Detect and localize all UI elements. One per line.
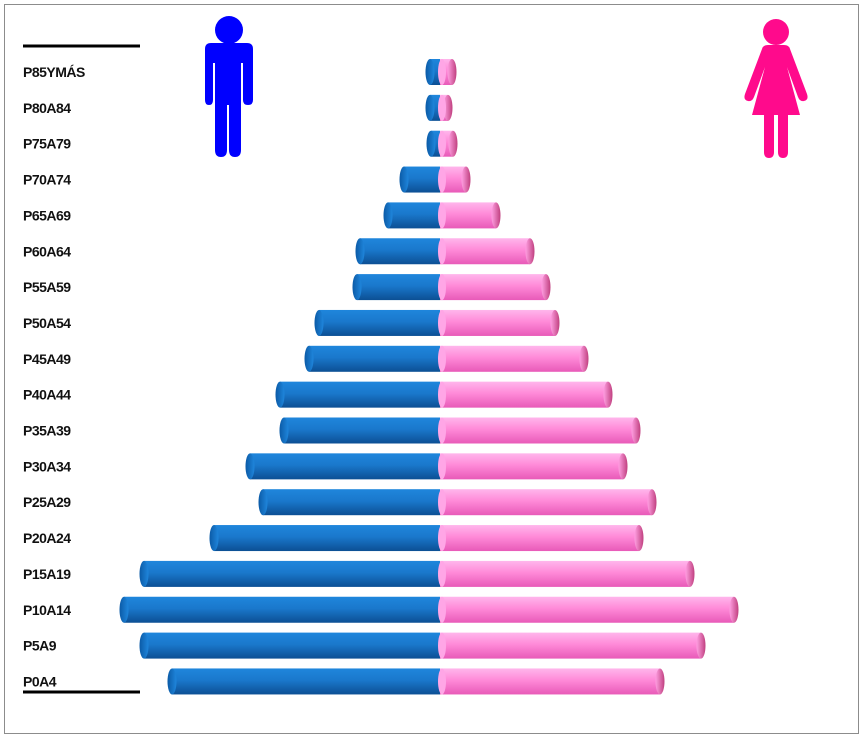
tick-label-p60a64: P60A64	[23, 243, 71, 259]
tick-label-p55a59: P55A59	[23, 279, 71, 295]
bar-male-p40a44	[275, 381, 440, 408]
bar-female-p60a64	[438, 238, 535, 265]
chart-frame: P0A4 P5A9 P10A14 P15A19 P20A24 P25A29 P30A34 P3…	[4, 4, 859, 734]
bar-male-p5a9	[139, 632, 440, 659]
bar-female-p45a49	[438, 345, 589, 372]
bar-male-p0a4	[167, 668, 440, 695]
bar-male-p15a19	[139, 560, 440, 587]
bar-male-p10a14	[119, 596, 440, 623]
bar-female-p10a14	[438, 596, 739, 623]
tick-label-p65a69: P65A69	[23, 207, 71, 223]
bar-female-p35a39	[438, 417, 641, 444]
bar-male-p20a24	[209, 525, 440, 552]
tick-label-p75a79: P75A79	[23, 136, 71, 152]
bar-female-p80a84	[438, 94, 453, 121]
tick-label-p35a39: P35A39	[23, 423, 71, 439]
bar-male-p75a79	[426, 130, 440, 157]
tick-labels-layer: P0A4 P5A9 P10A14 P15A19 P20A24 P25A29 P30A34 P3…	[23, 64, 86, 689]
population-pyramid-chart: P0A4 P5A9 P10A14 P15A19 P20A24 P25A29 P30A34 P3…	[23, 16, 808, 695]
bar-female-p85ymás	[438, 59, 457, 85]
tick-label-p30a34: P30A34	[23, 458, 71, 474]
bars-layer	[119, 59, 739, 695]
tick-label-p0a4: P0A4	[23, 673, 57, 689]
bar-male-p70a74	[399, 166, 440, 193]
bar-male-p85ymás	[425, 59, 440, 85]
tick-label-p25a29: P25A29	[23, 494, 71, 510]
bar-female-p0a4	[438, 668, 665, 695]
bar-female-p50a54	[438, 309, 560, 336]
tick-label-p40a44: P40A44	[23, 387, 71, 403]
male-figure-icon	[205, 16, 253, 157]
tick-label-p20a24: P20A24	[23, 530, 71, 546]
bar-female-p15a19	[438, 560, 695, 587]
bar-male-p65a69	[383, 202, 440, 229]
bar-male-p80a84	[425, 94, 440, 121]
bar-female-p70a74	[438, 166, 471, 193]
bar-male-p60a64	[355, 238, 440, 265]
bar-male-p55a59	[352, 274, 440, 301]
bar-female-p55a59	[438, 274, 551, 301]
tick-label-p10a14: P10A14	[23, 602, 71, 618]
tick-label-p85ymás: P85YMÁS	[23, 64, 85, 80]
tick-label-p50a54: P50A54	[23, 315, 71, 331]
female-figure-icon	[744, 19, 808, 158]
bar-female-p20a24	[438, 525, 644, 552]
tick-label-p80a84: P80A84	[23, 100, 71, 116]
tick-label-p5a9: P5A9	[23, 638, 57, 654]
bar-male-p30a34	[245, 453, 440, 480]
tick-label-p70a74: P70A74	[23, 172, 71, 188]
bar-female-p65a69	[438, 202, 501, 229]
bar-female-p25a29	[438, 489, 657, 516]
bar-male-p50a54	[314, 309, 440, 336]
bar-male-p35a39	[279, 417, 440, 444]
bar-female-p75a79	[438, 130, 458, 157]
bar-male-p45a49	[304, 345, 440, 372]
bar-male-p25a29	[258, 489, 440, 516]
bar-female-p30a34	[438, 453, 628, 480]
tick-label-p15a19: P15A19	[23, 566, 71, 582]
bar-female-p5a9	[438, 632, 706, 659]
tick-label-p45a49: P45A49	[23, 351, 71, 367]
bar-female-p40a44	[438, 381, 613, 408]
